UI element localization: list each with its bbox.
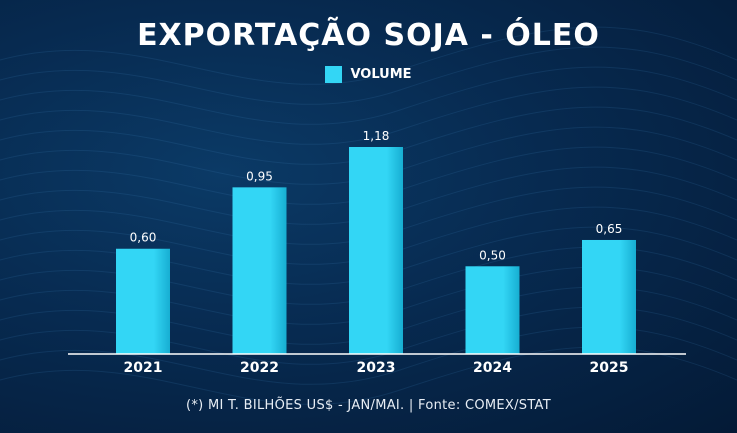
bar-2022 <box>232 187 287 354</box>
x-tick-label-2022: 2022 <box>240 360 279 376</box>
bar-2021 <box>116 248 170 354</box>
x-tick-label-2021: 2021 <box>124 360 163 376</box>
x-tick-label-2023: 2023 <box>357 360 396 376</box>
footnote: (*) MI T. BILHÕES US$ - JAN/MAI. | Fonte… <box>186 398 551 413</box>
chart-title: EXPORTAÇÃO SOJA - ÓLEO <box>137 18 600 53</box>
data-label-2022: 0,95 <box>246 169 273 183</box>
bar-2025 <box>582 239 636 354</box>
data-label-2024: 0,50 <box>479 248 506 262</box>
x-tick-label-2025: 2025 <box>590 360 629 376</box>
bar-2023 <box>349 147 403 354</box>
legend-label: VOLUME <box>350 67 412 82</box>
legend-swatch <box>325 66 343 83</box>
bar-2024 <box>465 266 520 354</box>
data-label-2021: 0,60 <box>130 231 157 245</box>
data-label-2023: 1,18 <box>363 129 390 143</box>
x-tick-label-2024: 2024 <box>473 360 512 376</box>
chart-legend: VOLUME <box>0 66 737 83</box>
data-label-2025: 0,65 <box>596 222 623 236</box>
